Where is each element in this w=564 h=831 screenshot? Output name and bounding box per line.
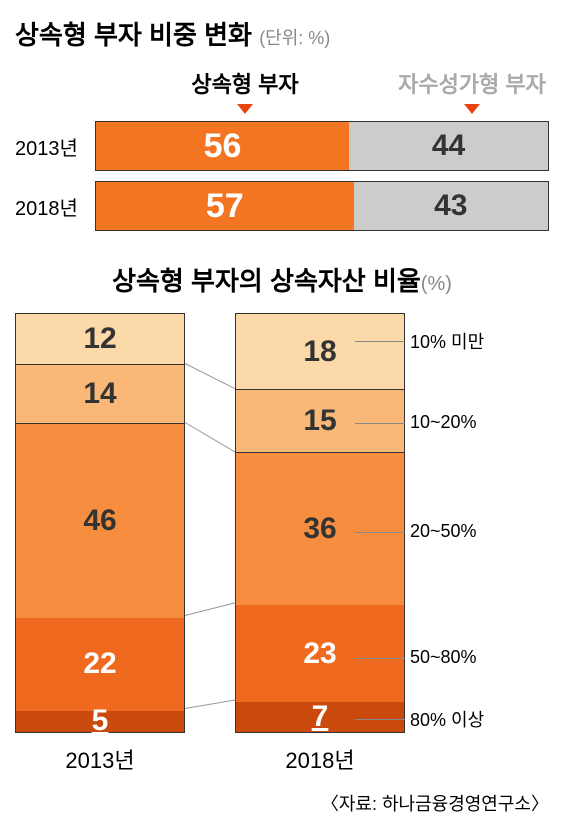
chart2-body: 12144622518153623710% 미만10~20%20~50%50~8… <box>15 313 549 733</box>
arrow-inherit <box>95 101 395 119</box>
chart2-unit: (%) <box>421 273 452 295</box>
range-labels: 10% 미만 10~20% 20~50% 50~80% 80% 이상 <box>410 313 550 733</box>
chart-segment: 36 <box>236 453 404 605</box>
chart-segment: 5 <box>16 711 184 732</box>
legend-inherit: 상속형 부자 <box>95 67 395 99</box>
chart-segment: 46 <box>16 424 184 618</box>
stacked-column: 121446225 <box>15 313 185 733</box>
bar-row-label: 2013년 <box>15 132 95 161</box>
connector-line <box>185 699 235 708</box>
chart-segment: 18 <box>236 314 404 390</box>
triangle-icon <box>237 104 253 114</box>
chart-segment: 12 <box>16 314 184 365</box>
chart-segment: 7 <box>236 702 404 732</box>
chart1-bars: 2013년56442018년5743 <box>15 121 549 231</box>
chart2-title: 상속형 부자의 상속자산 비율(%) <box>15 261 549 298</box>
bar-container: 5644 <box>95 121 549 171</box>
arrow-row <box>95 101 549 119</box>
chart-segment: 23 <box>236 605 404 702</box>
chart1-legend: 상속형 부자 자수성가형 부자 <box>95 67 549 99</box>
x-axis-label: 2018년 <box>235 743 405 775</box>
stacked-column: 181536237 <box>235 313 405 733</box>
chart2-xlabels: 2013년 2018년 <box>15 743 549 775</box>
bar-segment-inherit: 56 <box>96 122 349 170</box>
bar-row: 2013년5644 <box>15 121 549 171</box>
chart-segment: 22 <box>16 618 184 711</box>
range-label: 50~80% <box>410 647 477 668</box>
range-label: 10% 미만 <box>410 328 484 354</box>
bar-segment-inherit: 57 <box>96 182 354 230</box>
connector-line <box>185 422 236 452</box>
chart1-title: 상속형 부자 비중 변화 (단위: %) <box>15 15 549 52</box>
chart1-unit: (단위: %) <box>259 28 330 48</box>
chart2-title-text: 상속형 부자의 상속자산 비율 <box>112 266 421 296</box>
chart1-title-text: 상속형 부자 비중 변화 <box>15 20 252 50</box>
source: 〈자료: 하나금융경영연구소〉 <box>15 790 549 816</box>
range-label: 10~20% <box>410 412 477 433</box>
arrow-selfmade <box>395 101 549 119</box>
bar-row: 2018년5743 <box>15 181 549 231</box>
chart2: 상속형 부자의 상속자산 비율(%) 12144622518153623710%… <box>15 261 549 775</box>
bar-row-label: 2018년 <box>15 192 95 221</box>
chart-segment: 15 <box>236 390 404 453</box>
connector-line <box>185 363 235 389</box>
connector-line <box>185 603 235 617</box>
chart-segment: 14 <box>16 365 184 424</box>
triangle-icon <box>464 104 480 114</box>
bar-segment-selfmade: 44 <box>349 122 548 170</box>
bar-segment-selfmade: 43 <box>354 182 548 230</box>
chart1: 상속형 부자 비중 변화 (단위: %) 상속형 부자 자수성가형 부자 201… <box>15 15 549 231</box>
x-axis-label: 2013년 <box>15 743 185 775</box>
range-label: 20~50% <box>410 521 477 542</box>
bar-container: 5743 <box>95 181 549 231</box>
legend-selfmade: 자수성가형 부자 <box>395 67 549 99</box>
range-label: 80% 이상 <box>410 706 484 732</box>
